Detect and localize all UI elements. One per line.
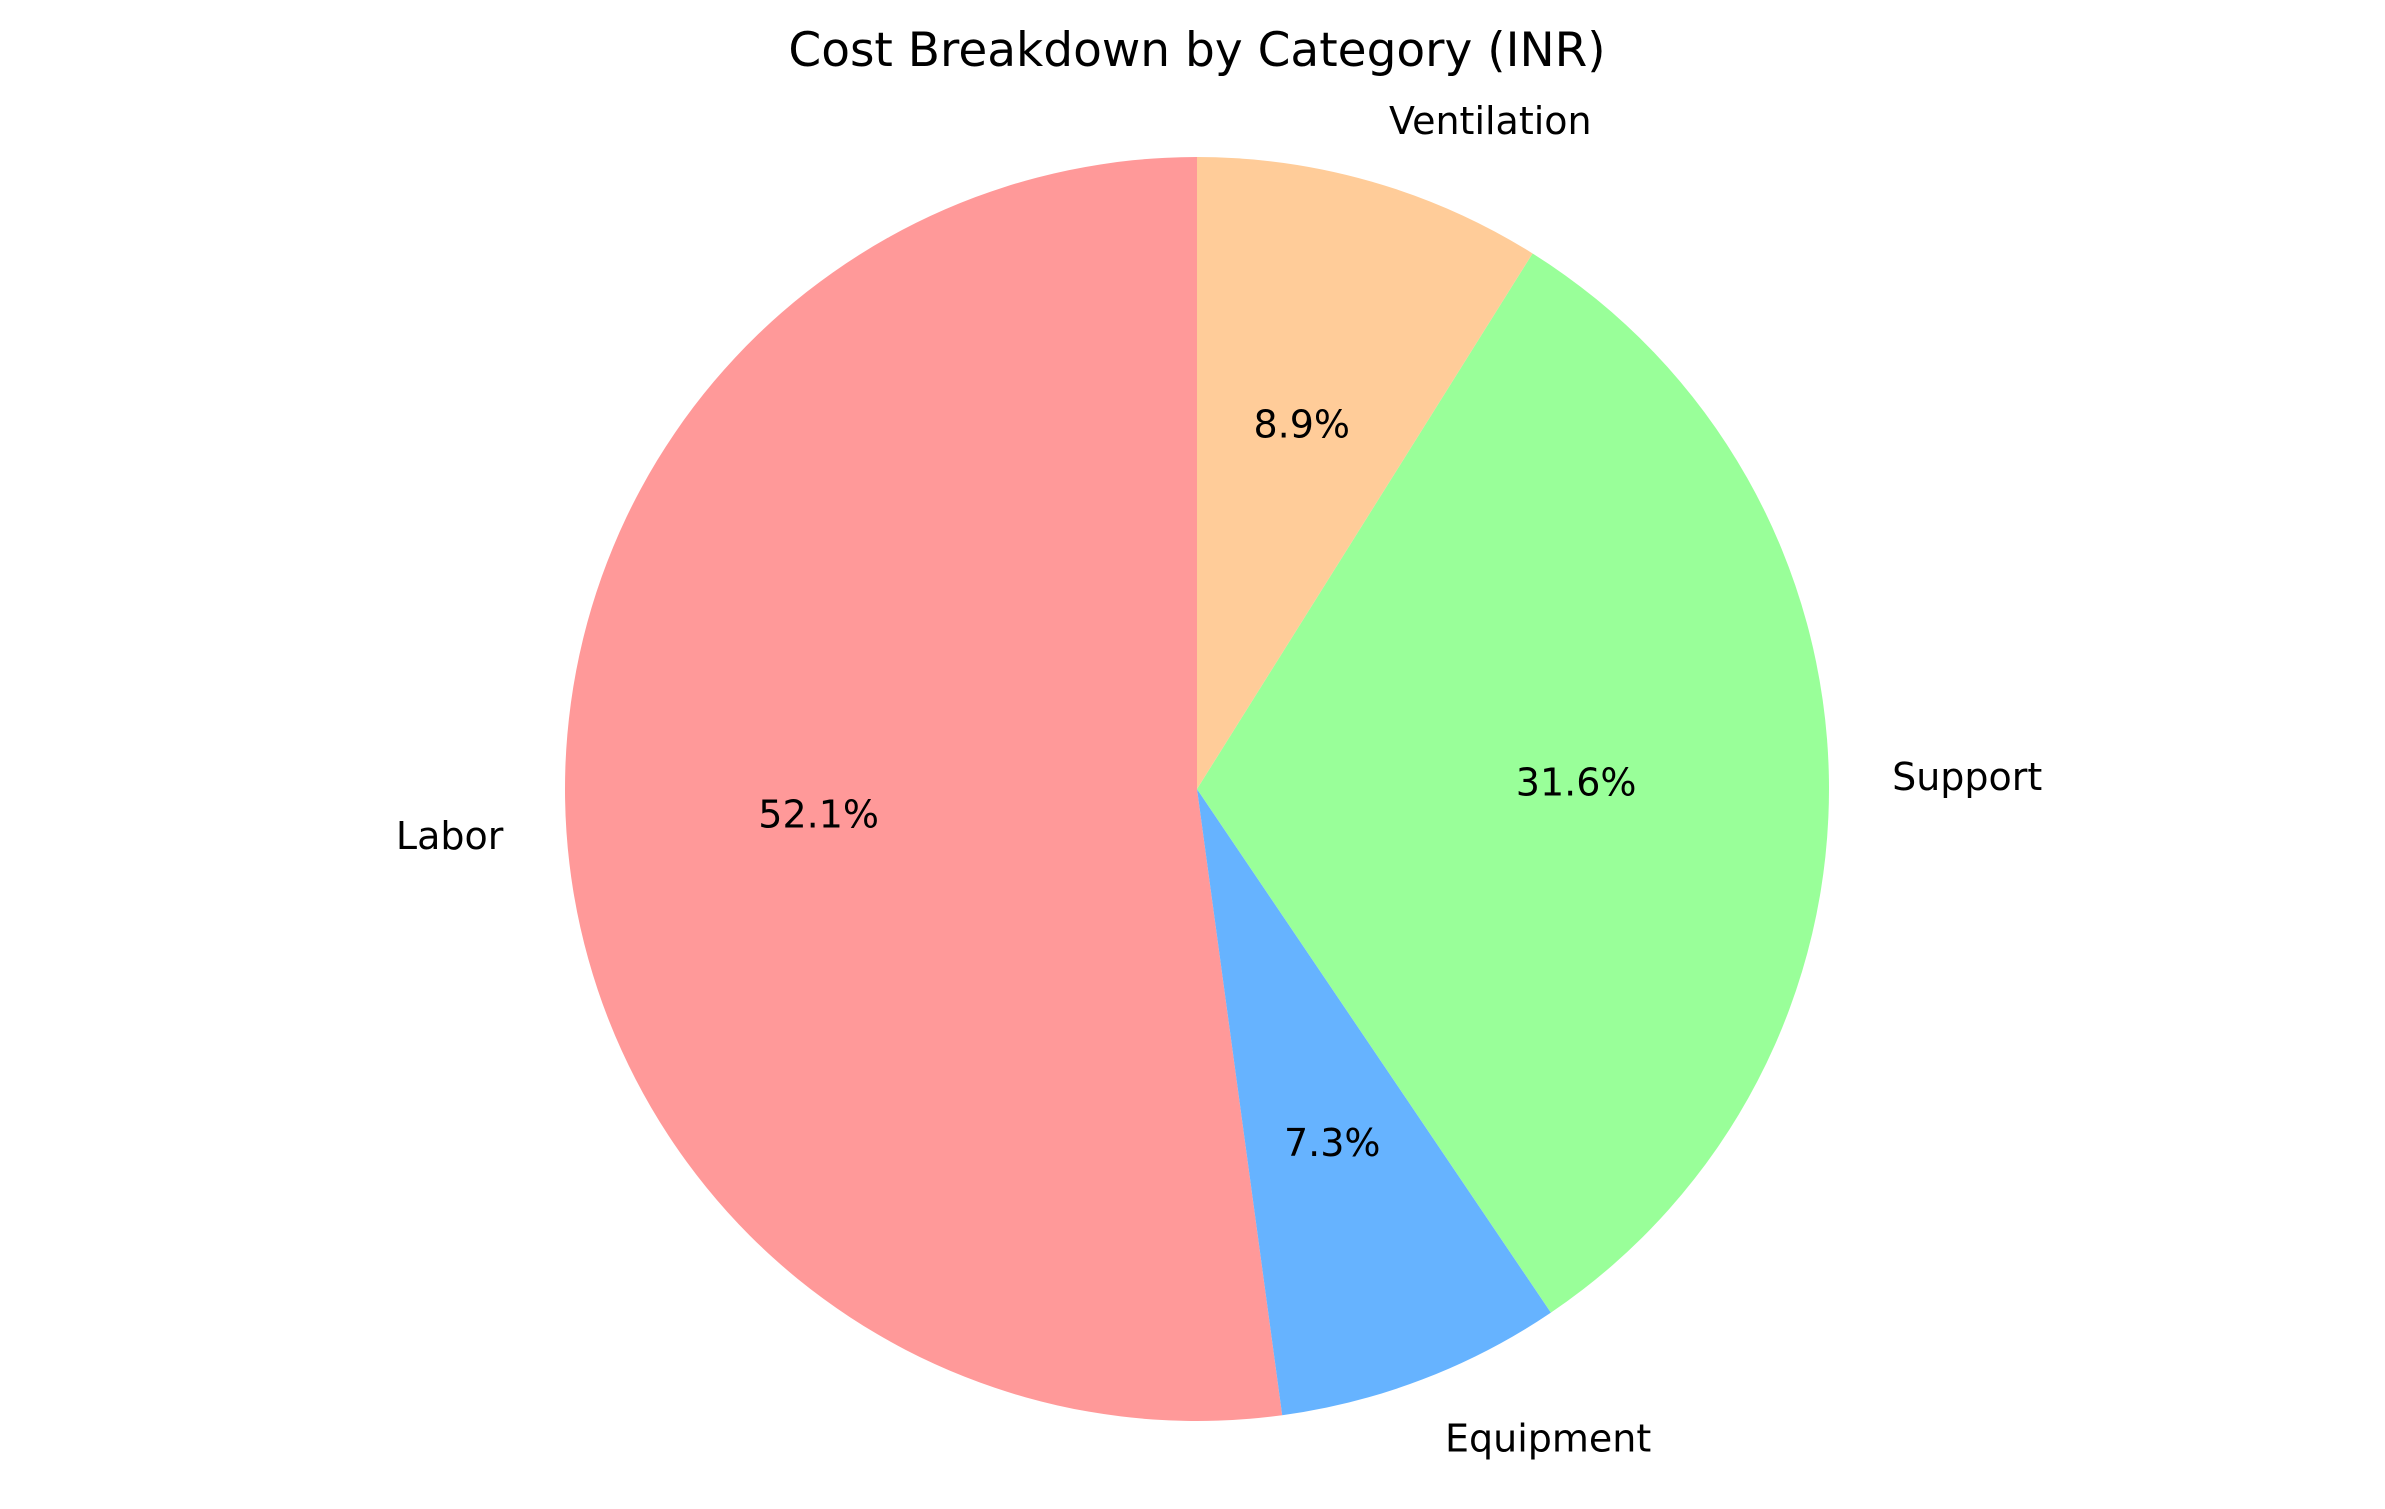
slice-label-labor: Labor bbox=[396, 814, 504, 858]
pie-slice-labor bbox=[565, 157, 1283, 1421]
pie-slices bbox=[565, 157, 1830, 1421]
slice-label-ventilation: Ventilation bbox=[1389, 99, 1592, 143]
slice-percent-equipment: 7.3% bbox=[1284, 1121, 1381, 1165]
pie-labels: Labor 52.1% Equipment 7.3% Support 31.6% Venti… bbox=[396, 99, 2042, 1461]
chart-title: Cost Breakdown by Category (INR) bbox=[788, 23, 1605, 78]
slice-percent-labor: 52.1% bbox=[758, 793, 879, 837]
pie-slice-equipment bbox=[1197, 789, 1551, 1416]
slice-label-equipment: Equipment bbox=[1445, 1416, 1651, 1460]
slice-label-support: Support bbox=[1892, 755, 2042, 799]
pie-slice-support bbox=[1197, 253, 1830, 1313]
pie-slice-ventilation bbox=[1197, 157, 1533, 789]
slice-percent-ventilation: 8.9% bbox=[1253, 403, 1350, 447]
slice-percent-support: 31.6% bbox=[1516, 760, 1637, 804]
